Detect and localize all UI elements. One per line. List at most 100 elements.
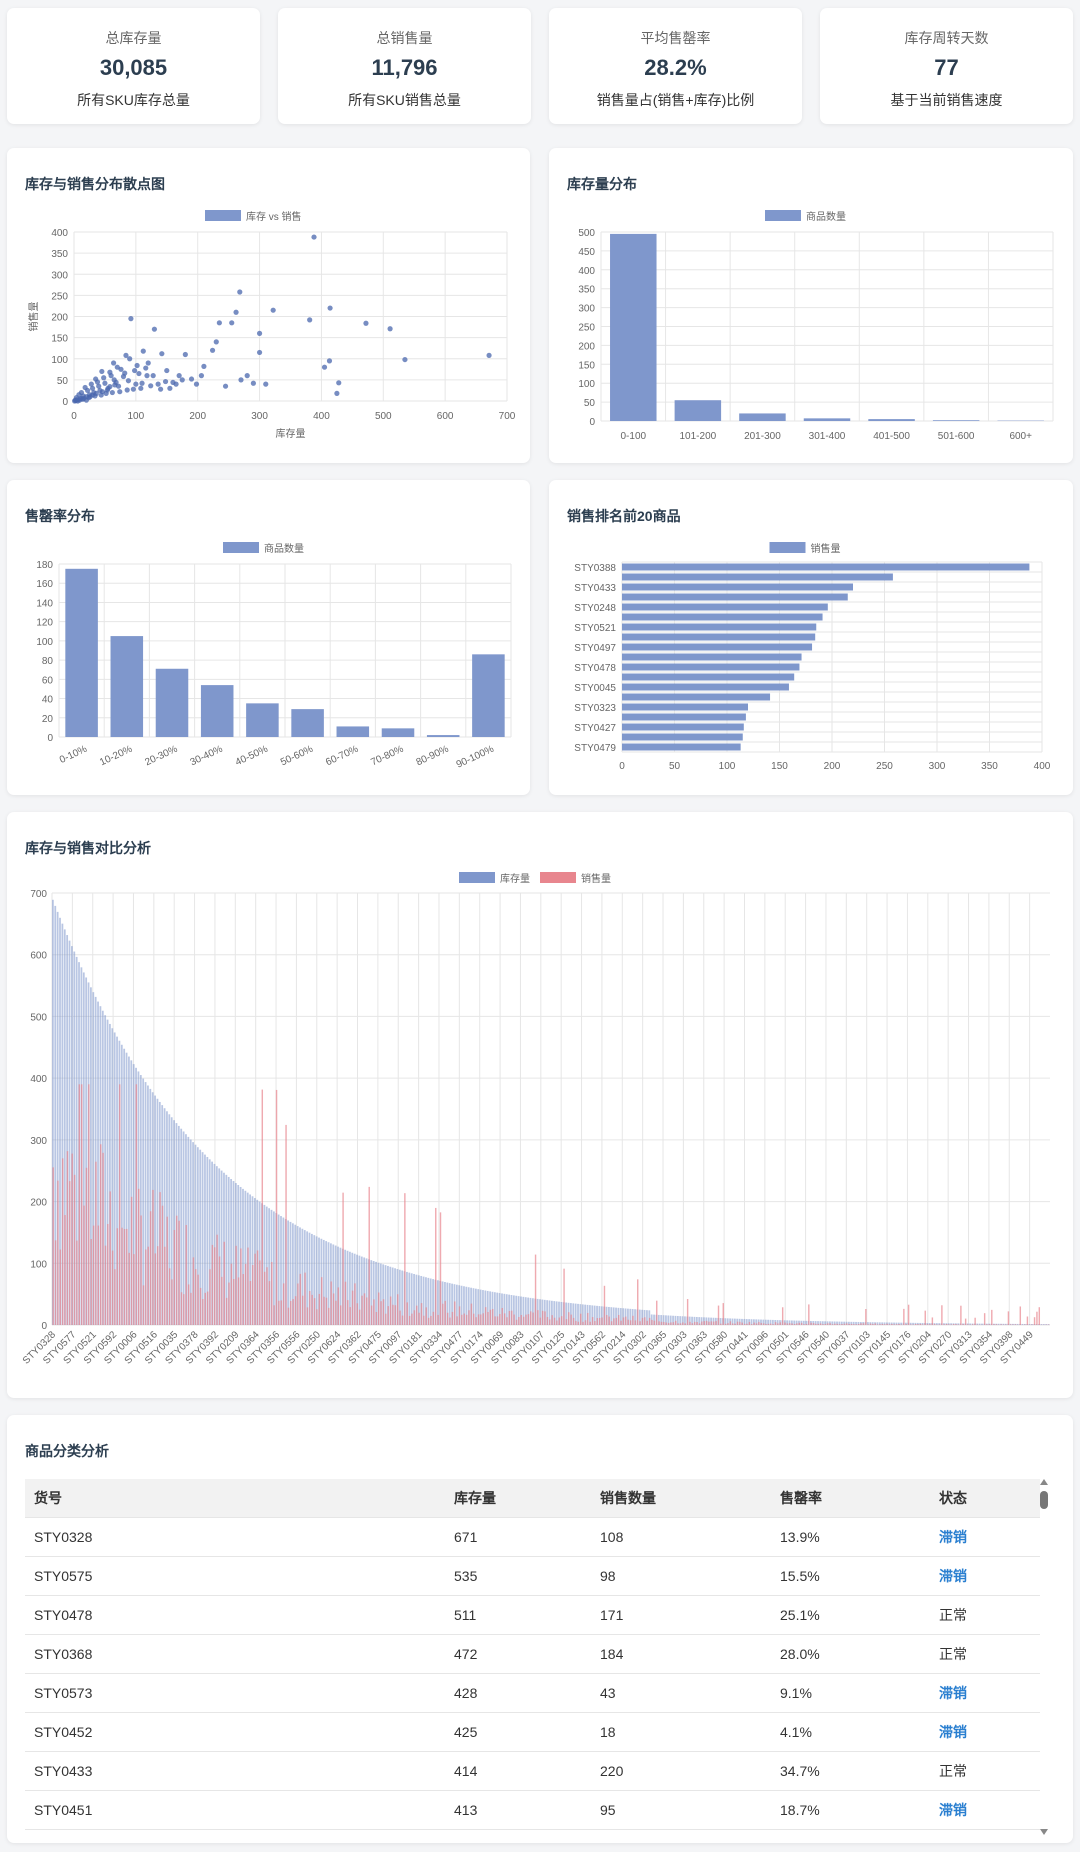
stock-bar bbox=[225, 1174, 228, 1325]
scatter-point bbox=[139, 380, 145, 386]
column-header[interactable]: 售罄率 bbox=[771, 1479, 930, 1518]
sales-bar bbox=[560, 1316, 563, 1325]
stock-bar bbox=[163, 1108, 166, 1325]
sales-bar bbox=[672, 1322, 675, 1325]
stock-bar bbox=[520, 1296, 522, 1325]
sales-bar bbox=[240, 1248, 242, 1325]
column-header[interactable]: 销售数量 bbox=[591, 1479, 771, 1518]
sales-bar bbox=[480, 1314, 482, 1325]
stock-bar bbox=[615, 1307, 617, 1325]
table-scroll-area[interactable]: 货号 库存量 销售数量 售罄率 状态 STY0328 671 108 13.9% 滞销 S… bbox=[25, 1479, 1049, 1835]
sales-bar bbox=[489, 1309, 492, 1325]
scroll-down-arrow-icon[interactable] bbox=[1040, 1829, 1048, 1835]
sales-bar bbox=[575, 1320, 577, 1325]
scroll-thumb[interactable] bbox=[1040, 1491, 1048, 1509]
sales-bar bbox=[741, 1322, 743, 1325]
sales-bar bbox=[829, 1323, 831, 1325]
stock-bar bbox=[387, 1265, 389, 1325]
table-row[interactable]: STY0452 425 18 4.1% 滞销 bbox=[25, 1712, 1040, 1752]
column-header[interactable]: 库存量 bbox=[445, 1479, 591, 1518]
table-row[interactable]: STY0368 472 184 28.0% 正常 bbox=[25, 1634, 1040, 1674]
stock-bar bbox=[551, 1300, 553, 1325]
table-row[interactable]: STY0433 414 220 34.7% 正常 bbox=[25, 1751, 1040, 1791]
stock-bar bbox=[855, 1321, 857, 1325]
stock-bar bbox=[391, 1267, 394, 1325]
sales-bar bbox=[214, 1247, 216, 1325]
sales-bar bbox=[1026, 1316, 1029, 1325]
sales-bar bbox=[278, 1300, 280, 1325]
scatter-point bbox=[134, 362, 140, 369]
sales-bar bbox=[988, 1324, 991, 1325]
stock-bar bbox=[410, 1273, 413, 1325]
stock-bar bbox=[527, 1297, 530, 1325]
table-row[interactable]: STY0575 535 98 15.5% 滞销 bbox=[25, 1556, 1040, 1596]
stock-bar bbox=[570, 1303, 572, 1325]
sales-bar bbox=[627, 1319, 629, 1325]
sales-bar bbox=[451, 1311, 454, 1325]
stock-bar bbox=[848, 1321, 850, 1325]
scatter-point bbox=[107, 384, 113, 390]
stock-bar bbox=[460, 1285, 463, 1325]
legend-swatch bbox=[765, 210, 801, 221]
sales-bar bbox=[953, 1324, 955, 1325]
kpi-desc: 所有SKU库存总量 bbox=[77, 92, 190, 108]
table-row[interactable]: STY0573 428 43 9.1% 滞销 bbox=[25, 1673, 1040, 1713]
sales-bar bbox=[356, 1303, 359, 1325]
stock-bar bbox=[665, 1315, 667, 1325]
scatter-point bbox=[307, 317, 313, 323]
x-tick-label: 101-200 bbox=[680, 431, 717, 442]
sales-bar bbox=[382, 1299, 385, 1325]
top20-chart: 销售量 0 50 100 150 200 250 300 350 400 STY0388 STY043… bbox=[574, 542, 1051, 772]
compare-card: 库存与销售对比分析 库存量 销售量 0 100 200 300 400 500 600 700 ST… bbox=[7, 812, 1073, 1398]
column-header[interactable]: 状态 bbox=[930, 1479, 1040, 1518]
stock-bar bbox=[1016, 1323, 1019, 1325]
sales-bar bbox=[99, 1144, 102, 1325]
sales-bar bbox=[61, 1158, 64, 1325]
table-row[interactable]: STY0451 413 95 18.7% 滞销 bbox=[25, 1790, 1040, 1830]
y-tick-label: 500 bbox=[30, 1012, 47, 1023]
sales-bar bbox=[774, 1322, 777, 1325]
sales-bar bbox=[280, 1300, 283, 1325]
sales-bar bbox=[354, 1283, 356, 1325]
stock-bar bbox=[408, 1272, 411, 1325]
scatter-point bbox=[155, 381, 161, 387]
sales-bar bbox=[591, 1317, 594, 1325]
sales-bar bbox=[727, 1323, 729, 1325]
sales-bar bbox=[694, 1321, 696, 1325]
table-row[interactable]: STY0478 511 171 25.1% 正常 bbox=[25, 1595, 1040, 1635]
scrollbar[interactable] bbox=[1039, 1479, 1049, 1835]
sales-bar bbox=[881, 1323, 884, 1325]
column-header[interactable]: 货号 bbox=[25, 1479, 445, 1518]
sales-bar bbox=[111, 1250, 114, 1325]
stock-bar bbox=[776, 1320, 779, 1325]
sales-bar bbox=[734, 1323, 736, 1325]
scroll-up-arrow-icon[interactable] bbox=[1040, 1479, 1048, 1485]
sales-bar bbox=[964, 1318, 967, 1325]
stock-bar bbox=[277, 1214, 280, 1325]
bar bbox=[622, 723, 744, 731]
scatter-point bbox=[148, 383, 154, 389]
sales-bar bbox=[399, 1310, 401, 1325]
chart-title: 库存与销售对比分析 bbox=[25, 840, 151, 856]
stock-bar bbox=[365, 1258, 368, 1325]
sales-bar bbox=[960, 1305, 962, 1325]
stock-bar bbox=[325, 1241, 328, 1325]
table-cell: STY0328 bbox=[25, 1517, 445, 1557]
sales-bar bbox=[435, 1207, 437, 1325]
stock-bar bbox=[1002, 1323, 1005, 1325]
sales-bar bbox=[439, 1212, 442, 1325]
scatter-point bbox=[222, 383, 229, 389]
stock-bar bbox=[700, 1317, 703, 1325]
sales-bar bbox=[907, 1304, 910, 1325]
sales-bar bbox=[337, 1287, 340, 1325]
stock-bar bbox=[577, 1303, 579, 1325]
sales-bar bbox=[753, 1322, 755, 1325]
stock-bar bbox=[976, 1323, 979, 1325]
stock-bar bbox=[85, 977, 88, 1325]
stock-bar bbox=[334, 1245, 337, 1325]
table-row[interactable]: STY0328 671 108 13.9% 滞销 bbox=[25, 1517, 1040, 1557]
sales-bar bbox=[413, 1310, 416, 1325]
sales-bar bbox=[582, 1321, 584, 1325]
stock-bar bbox=[90, 987, 92, 1325]
bar bbox=[622, 733, 743, 741]
